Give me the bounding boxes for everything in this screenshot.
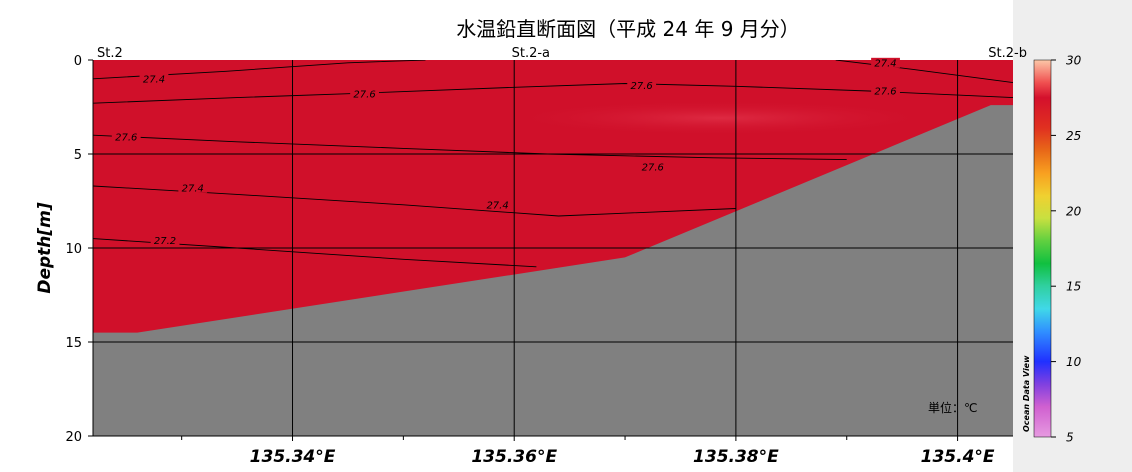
contour-label: 27.4 (486, 200, 508, 211)
colorbar-background (1013, 0, 1132, 472)
contour-line-27.6 (93, 83, 1013, 104)
colorbar-tick-label: 20 (1066, 204, 1082, 218)
contour-label-bg (627, 80, 657, 91)
y-tick-label: 15 (65, 336, 82, 351)
contour-label: 27.4 (182, 183, 204, 194)
colorbar-tick-label: 25 (1066, 129, 1081, 143)
contour-label: 27.6 (631, 81, 653, 92)
x-tick-label: 135.36°E (471, 447, 557, 467)
station-label: St.2 (97, 46, 123, 61)
contour-label-bg (178, 182, 208, 193)
colorbar-tick-label: 5 (1066, 431, 1074, 445)
contour-label-bg (150, 235, 180, 246)
warm-core (500, 100, 940, 136)
contour-label-bg (483, 199, 512, 210)
colorbar-tick-label: 10 (1066, 355, 1082, 369)
contour-label-bg (139, 73, 169, 84)
y-tick-label: 0 (74, 54, 82, 69)
unit-label: 単位：℃ (928, 400, 977, 415)
y-axis-label: Depth[m] (35, 202, 55, 294)
contour-label-bg (871, 86, 900, 97)
y-tick-label: 5 (74, 148, 82, 163)
colorbar-tick-label: 15 (1066, 280, 1081, 294)
contour-line-27.4 (835, 60, 1013, 84)
y-tick-label: 10 (65, 242, 82, 257)
contour-label: 27.6 (353, 89, 375, 100)
x-tick-label: 135.34°E (250, 447, 336, 467)
seabed-mask (93, 105, 1013, 436)
station-label: St.2-b (988, 46, 1027, 61)
contour-label-bg (638, 162, 668, 173)
x-tick-label: 135.4°E (921, 447, 995, 467)
contour-label: 27.6 (874, 87, 896, 98)
colorbar-tick-label: 30 (1066, 54, 1082, 68)
contour-label-bg (111, 132, 141, 143)
contour-label: 27.2 (154, 236, 176, 247)
watermark: Ocean Data View (1022, 355, 1031, 432)
contour-label: 27.4 (143, 74, 165, 85)
x-tick-label: 135.38°E (693, 447, 779, 467)
colorbar (1033, 59, 1052, 438)
contour-label: 27.6 (115, 133, 137, 144)
contour-label-bg (871, 57, 900, 68)
station-label: St.2-a (512, 46, 550, 61)
chart-title: 水温鉛直断面図（平成 24 年 9 月分） (456, 17, 800, 41)
y-tick-label: 20 (65, 430, 82, 445)
contour-label-bg (350, 88, 379, 99)
contour-label: 27.4 (874, 58, 896, 69)
contour-label: 27.6 (642, 163, 664, 174)
